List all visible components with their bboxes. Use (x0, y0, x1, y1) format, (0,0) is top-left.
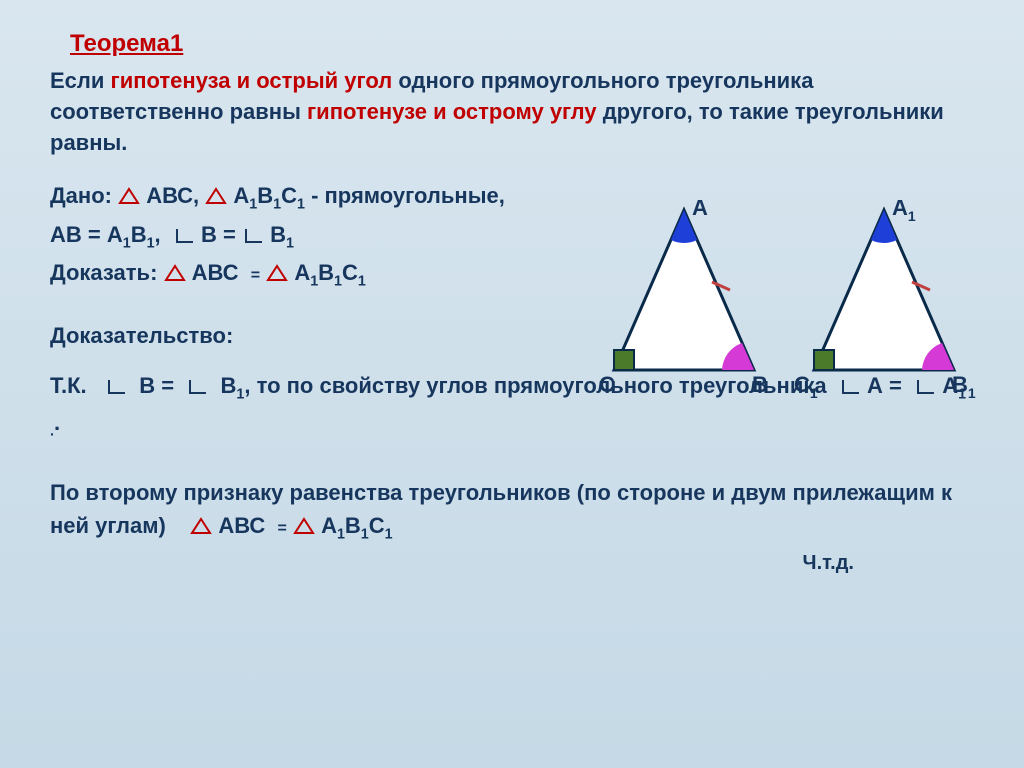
proof-p2eq: = (277, 520, 286, 537)
given-tail: - прямоугольные, (311, 183, 505, 208)
triangle-a1b1c1: А1 С1 В1 (794, 200, 976, 400)
angle-icon (173, 226, 195, 244)
sub-1: 1 (286, 235, 294, 251)
prove-label: Доказать: (50, 260, 157, 285)
angle-icon (186, 377, 208, 395)
triangle-icon (293, 517, 315, 535)
label-C1: С1 (794, 372, 818, 400)
sub-1: 1 (273, 197, 281, 213)
diagram: А С В А1 С1 В1 (594, 200, 984, 400)
proof-p2b2: В (345, 513, 361, 538)
sub-1: 1 (297, 197, 305, 213)
given-l2c: , (155, 222, 161, 247)
prove-eq: = (251, 267, 260, 284)
theorem-statement: Если гипотенуза и острый угол одного пря… (50, 66, 974, 158)
proof-p2a: АВС (218, 513, 265, 538)
triangle-icon (205, 187, 227, 205)
given-c1: С (281, 183, 297, 208)
stmt-p2: гипотенуза и острый угол (111, 68, 393, 93)
sub-1: 1 (334, 273, 342, 289)
angle-icon (242, 226, 264, 244)
given-l2b: В (131, 222, 147, 247)
sub-1: 1 (310, 273, 318, 289)
given-abc: АВС, (146, 183, 199, 208)
proof-p1c: В (221, 373, 237, 398)
sub-1: 1 (337, 526, 345, 542)
triangle-icon (190, 517, 212, 535)
given-l2a: АВ = А (50, 222, 123, 247)
prove-c1: С (342, 260, 358, 285)
proof-p2b3: С (369, 513, 385, 538)
triangles-svg: А С В А1 С1 В1 (594, 200, 984, 400)
given-l2d: В = (201, 222, 236, 247)
given-l2e: В (270, 222, 286, 247)
proof-p1b: В = (139, 373, 174, 398)
sub-1: 1 (123, 235, 131, 251)
proof-p1g: . (54, 410, 60, 435)
given-b1: В (257, 183, 273, 208)
given-label: Дано: (50, 183, 112, 208)
label-B1: В1 (952, 372, 976, 400)
angle-icon (105, 377, 127, 395)
sub-1: 1 (147, 235, 155, 251)
prove-abc: АВС (192, 260, 239, 285)
proof-p2b1: А (321, 513, 337, 538)
triangle-icon (266, 264, 288, 282)
proof-p2: По второму признаку равенства треугольни… (50, 480, 952, 538)
sub-1: 1 (385, 526, 393, 542)
triangle-icon (164, 264, 186, 282)
label-A: А (692, 200, 708, 220)
triangle-abc: А С В (599, 200, 768, 397)
label-A1: А1 (892, 200, 916, 224)
given-a1: А (233, 183, 249, 208)
prove-b1: В (318, 260, 334, 285)
prove-a1: А (294, 260, 310, 285)
qed: Ч.т.д. (50, 552, 854, 575)
stmt-p4: гипотенузе и острому углу (307, 99, 597, 124)
label-B: В (752, 372, 768, 397)
label-C: С (599, 372, 615, 397)
stmt-p1: Если (50, 68, 111, 93)
proof-p1a: Т.К. (50, 373, 87, 398)
theorem-title: Теорема1 (70, 30, 974, 58)
sub-1: 1 (361, 526, 369, 542)
triangle-icon (118, 187, 140, 205)
sub-1: 1 (358, 273, 366, 289)
